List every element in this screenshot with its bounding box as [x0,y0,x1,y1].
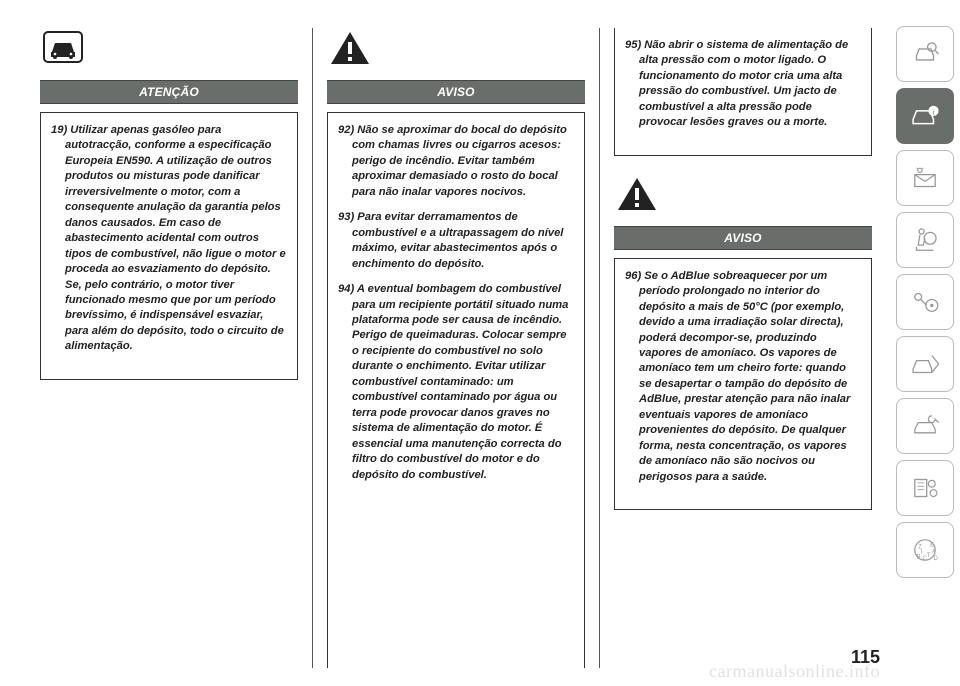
item-body: Não se aproximar do bocal do depósito co… [352,124,567,198]
item-body: Utilizar apenas gasóleo para autotracção… [65,124,286,352]
vehicle-info-icon[interactable]: i [896,88,954,144]
exclamation-triangle-icon [327,28,373,68]
airbag-icon[interactable] [896,212,954,268]
svg-text:E: E [930,543,934,549]
column-2: AVISO 92) Não se aproximar do bocal do d… [327,28,600,668]
item-number: 93) [338,211,354,223]
warning-item: 95) Não abrir o sistema de alimentação d… [625,38,861,131]
column-1: ATENÇÃO 19) Utilizar apenas gasóleo para… [40,28,313,668]
aviso-continuation-box: 95) Não abrir o sistema de alimentação d… [614,28,872,156]
warning-item: 93) Para evitar derramamentos de combust… [338,210,574,272]
warning-item: 92) Não se aproximar do bocal do depósit… [338,123,574,200]
item-number: 96) [625,270,641,282]
svg-text:I: I [921,549,923,555]
car-front-icon [40,28,86,68]
aviso-header-1: AVISO [327,80,585,104]
svg-text:i: i [932,107,934,116]
item-body: Se o AdBlue sobreaquecer por um período … [639,270,850,483]
message-icon[interactable] [896,150,954,206]
key-steering-icon[interactable] [896,274,954,330]
warning-item: 94) A eventual bombagem do combustível p… [338,282,574,483]
warning-item: 19) Utilizar apenas gasóleo para autotra… [51,123,287,355]
warning-item: 96) Se o AdBlue sobreaquecer por um perí… [625,269,861,485]
collision-icon[interactable] [896,336,954,392]
atencao-header: ATENÇÃO [40,80,298,104]
svg-text:D: D [934,556,938,562]
watermark-text: carmanualsonline.info [709,661,880,682]
item-number: 19) [51,124,67,136]
svg-text:A: A [932,549,936,555]
section-sidebar: i ZEBACDTI [896,0,960,686]
item-body: Não abrir o sistema de alimentação de al… [639,39,848,128]
item-number: 95) [625,39,641,51]
settings-doc-icon[interactable] [896,460,954,516]
vehicle-search-icon[interactable] [896,26,954,82]
item-number: 94) [338,283,354,295]
atencao-box: 19) Utilizar apenas gasóleo para autotra… [40,112,298,380]
service-icon[interactable] [896,398,954,454]
content-area: ATENÇÃO 19) Utilizar apenas gasóleo para… [0,0,896,686]
aviso-box-1: 92) Não se aproximar do bocal do depósit… [327,112,585,668]
item-number: 92) [338,124,354,136]
aviso-header-2: AVISO [614,226,872,250]
svg-text:T: T [927,553,931,559]
item-body: Para evitar derramamentos de combustível… [352,211,563,269]
page-root: ATENÇÃO 19) Utilizar apenas gasóleo para… [0,0,960,686]
item-body: A eventual bombagem do combustível para … [352,283,568,480]
column-3: 95) Não abrir o sistema de alimentação d… [614,28,878,668]
aviso-box-2: 96) Se o AdBlue sobreaquecer por um perí… [614,258,872,510]
alphabet-index-icon[interactable]: ZEBACDTI [896,522,954,578]
exclamation-triangle-icon [614,174,660,214]
